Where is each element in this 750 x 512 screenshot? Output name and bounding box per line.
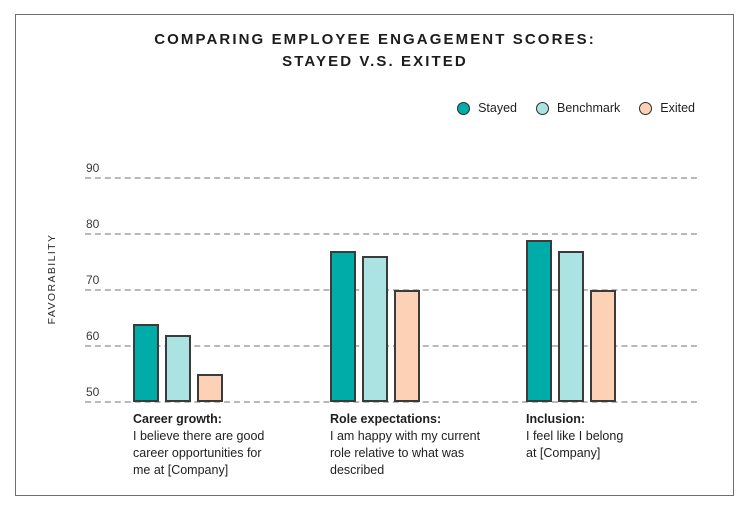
bar-benchmark-group1 [165,334,191,402]
gridline-90 [85,177,697,179]
legend-label-exited: Exited [660,101,695,115]
gridline-50 [85,401,697,403]
legend-label-benchmark: Benchmark [557,101,621,115]
y-tick-label-70: 70 [86,273,100,287]
bar-exited-group1 [197,374,223,402]
category-label-role-expectations: Role expectations: I am happy with my cu… [330,411,500,479]
y-axis-title: FAVORABILITY [46,233,58,325]
legend-item-exited: Exited [639,101,695,115]
category-label-inclusion: Inclusion: I feel like I belong at [Comp… [526,411,696,462]
category-description: I feel like I belong at [Company] [526,429,624,460]
bar-stayed-group2 [329,250,356,402]
gridline-70 [85,289,697,291]
category-description: I am happy with my current role relative… [330,429,481,477]
category-heading: Role expectations: [330,412,442,426]
bar-stayed-group3 [526,239,552,402]
category-label-career-growth: Career growth: I believe there are good … [133,411,303,479]
category-description: I believe there are good career opportun… [133,429,265,477]
category-heading: Inclusion: [526,412,586,426]
chart-title: COMPARING EMPLOYEE ENGAGEMENT SCORES: ST… [0,29,750,73]
category-heading: Career growth: [133,412,222,426]
y-tick-label-50: 50 [86,385,100,399]
bar-exited-group2 [393,290,420,402]
exited-swatch-icon [639,101,653,115]
chart-title-line1: COMPARING EMPLOYEE ENGAGEMENT SCORES: [154,31,596,48]
bar-stayed-group1 [133,323,159,402]
gridline-60 [85,345,697,347]
y-tick-label-60: 60 [86,329,100,343]
bar-exited-group3 [590,290,616,402]
bar-benchmark-group3 [558,250,584,402]
legend-label-stayed: Stayed [478,101,518,115]
benchmark-swatch-icon [536,101,550,115]
stayed-swatch-icon [457,101,471,115]
chart-frame [15,14,734,496]
chart-title-line2: STAYED V.S. EXITED [282,53,468,70]
legend-item-benchmark: Benchmark [536,101,620,115]
gridline-80 [85,233,697,235]
y-tick-label-90: 90 [86,161,100,175]
legend-item-stayed: Stayed [457,101,517,115]
bar-benchmark-group2 [361,256,388,402]
legend: Stayed Benchmark Exited [457,95,695,121]
y-tick-label-80: 80 [86,217,100,231]
